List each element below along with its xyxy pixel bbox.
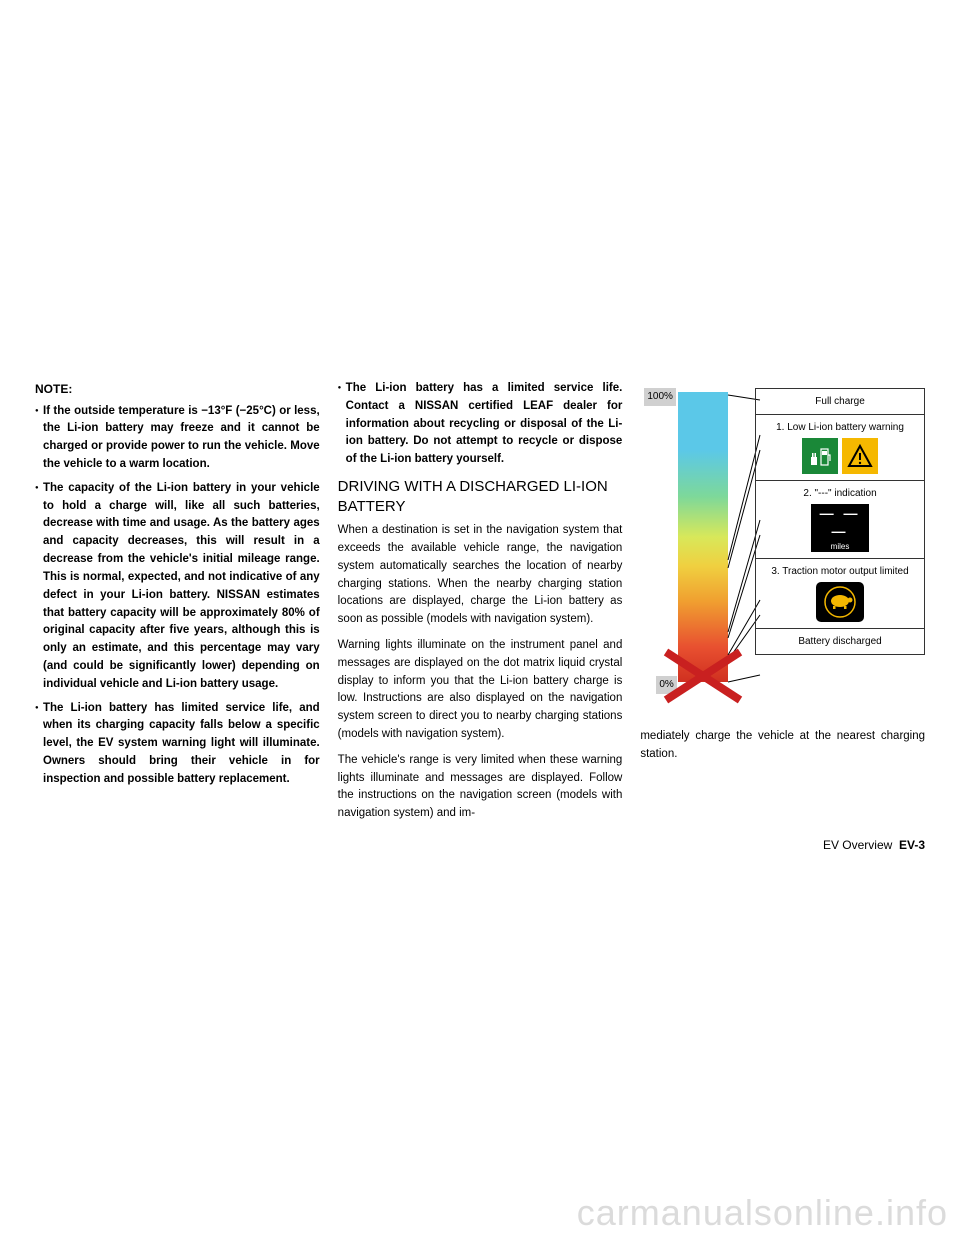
icon-row: — — — miles [762, 504, 918, 552]
icon-row [762, 438, 918, 474]
bullet-item: ● The Li-ion battery has a limited servi… [338, 380, 623, 469]
miles-label: miles [831, 542, 850, 552]
plug-fuel-icon [802, 438, 838, 474]
body-paragraph: When a destination is set in the navigat… [338, 522, 623, 629]
footer-page-number: EV-3 [899, 838, 925, 852]
miles-indicator-icon: — — — miles [811, 504, 869, 552]
bullet-text: The capacity of the Li-ion battery in yo… [43, 480, 320, 694]
body-paragraph: Warning lights illuminate on the instrum… [338, 637, 623, 744]
bullet-dot-icon: ● [35, 403, 43, 474]
note-heading: NOTE: [35, 380, 320, 399]
bullet-item: ● The capacity of the Li-ion battery in … [35, 480, 320, 694]
turtle-icon [816, 582, 864, 622]
legend-traction-limited: 3. Traction motor output limited [756, 559, 924, 629]
bullet-dot-icon: ● [338, 380, 346, 469]
bullet-text: The Li-ion battery has limited service l… [43, 700, 320, 789]
battery-charge-figure: 100% 0% Full charge [640, 380, 925, 720]
bullet-text: The Li-ion battery has a limited service… [346, 380, 623, 469]
legend-low-battery-warning: 1. Low Li-ion battery warning [756, 415, 924, 481]
bullet-dot-icon: ● [35, 700, 43, 789]
section-heading: DRIVING WITH A DISCHARGED LI-ION BATTERY [338, 477, 623, 516]
column-1: NOTE: ● If the outside temperature is −1… [35, 380, 320, 831]
legend-dash-indication: 2. "---" indication — — — miles [756, 481, 924, 559]
watermark: carmanualsonline.info [565, 1184, 960, 1242]
legend-row-label: 2. "---" indication [762, 487, 918, 500]
bullet-text: If the outside temperature is −13°F (−25… [43, 403, 320, 474]
page-footer: EV Overview EV-3 [823, 838, 925, 852]
page-content: NOTE: ● If the outside temperature is −1… [35, 380, 925, 831]
icon-row [762, 582, 918, 622]
footer-section: EV Overview [823, 838, 892, 852]
x-cross-icon [662, 648, 744, 704]
legend-battery-discharged: Battery discharged [756, 629, 924, 654]
bullet-item: ● If the outside temperature is −13°F (−… [35, 403, 320, 474]
continuation-paragraph: mediately charge the vehicle at the near… [640, 728, 925, 764]
bullet-item: ● The Li-ion battery has limited service… [35, 700, 320, 789]
legend-row-label: 1. Low Li-ion battery warning [762, 421, 918, 434]
legend-box: Full charge 1. Low Li-ion battery warnin… [755, 388, 925, 655]
column-2: ● The Li-ion battery has a limited servi… [338, 380, 623, 831]
warning-triangle-icon [842, 438, 878, 474]
legend-row-label: 3. Traction motor output limited [762, 565, 918, 578]
bullet-dot-icon: ● [35, 480, 43, 694]
legend-full-charge: Full charge [756, 389, 924, 415]
column-3: 100% 0% Full charge [640, 380, 925, 831]
dash-display: — — — [811, 504, 869, 540]
body-paragraph: The vehicle's range is very limited when… [338, 752, 623, 823]
